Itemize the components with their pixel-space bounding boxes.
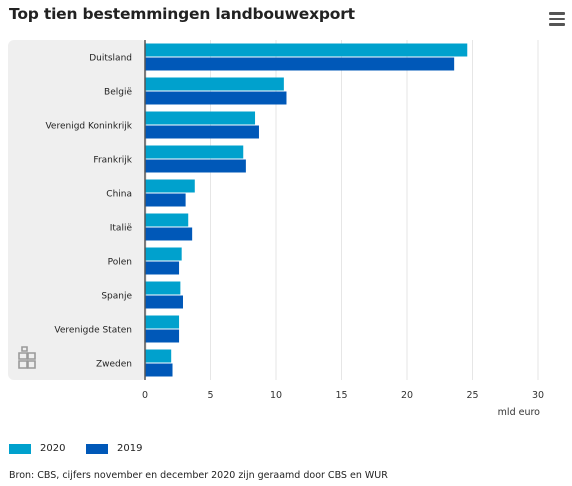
category-label: Duitsland xyxy=(89,54,132,64)
bar-2020 xyxy=(145,281,181,295)
bar-2019 xyxy=(145,261,180,275)
bar-2019 xyxy=(145,193,186,207)
hamburger-menu-icon[interactable] xyxy=(549,12,565,26)
bar-2019 xyxy=(145,363,173,377)
bar-2019 xyxy=(145,295,183,309)
category-label: China xyxy=(106,190,132,200)
bar-2020 xyxy=(145,43,468,57)
bar-2019 xyxy=(145,57,455,71)
x-tick-label: 10 xyxy=(270,390,282,401)
legend-item-2020[interactable]: 2020 xyxy=(9,443,65,454)
bar-2019 xyxy=(145,227,193,241)
category-label: Polen xyxy=(108,258,132,268)
x-tick-label: 0 xyxy=(142,390,148,401)
category-label: Italië xyxy=(110,224,133,234)
x-tick-label: 20 xyxy=(401,390,413,401)
source-note: Bron: CBS, cijfers november en december … xyxy=(9,470,388,481)
bar-2020 xyxy=(145,247,182,261)
category-label: Verenigd Koninkrijk xyxy=(45,122,132,132)
bar-2019 xyxy=(145,125,259,139)
category-label: Spanje xyxy=(101,292,132,302)
bar-2020 xyxy=(145,213,189,227)
bar-2020 xyxy=(145,111,256,125)
chart-title: Top tien bestemmingen landbouwexport xyxy=(9,5,355,23)
bar-2019 xyxy=(145,91,287,105)
bar-2020 xyxy=(145,145,244,159)
legend-item-2019[interactable]: 2019 xyxy=(86,443,142,454)
legend-label-2019: 2019 xyxy=(117,443,143,454)
bar-2020 xyxy=(145,77,284,91)
x-tick-label: 15 xyxy=(335,390,347,401)
bar-2020 xyxy=(145,349,172,363)
legend-swatch-2020 xyxy=(9,443,31,454)
bar-2019 xyxy=(145,329,180,343)
legend-label-2020: 2020 xyxy=(40,443,66,454)
category-label: Frankrijk xyxy=(93,156,132,166)
bar-2020 xyxy=(145,315,180,329)
legend-swatch-2019 xyxy=(86,443,108,454)
category-label: Verenigde Staten xyxy=(54,326,132,336)
x-tick-label: 30 xyxy=(532,390,544,401)
category-panel xyxy=(8,40,147,380)
x-axis-label: mld euro xyxy=(498,407,541,418)
bar-2020 xyxy=(145,179,195,193)
category-label: België xyxy=(104,88,132,98)
bar-chart: 0 5 10 15 20 25 30 mld euro Duitsland België Veren… xyxy=(8,40,544,418)
bar-2019 xyxy=(145,159,246,173)
cbs-logo-icon xyxy=(18,346,36,369)
x-tick-label: 25 xyxy=(466,390,478,401)
category-label: Zweden xyxy=(96,360,132,370)
x-tick-label: 5 xyxy=(207,390,213,401)
